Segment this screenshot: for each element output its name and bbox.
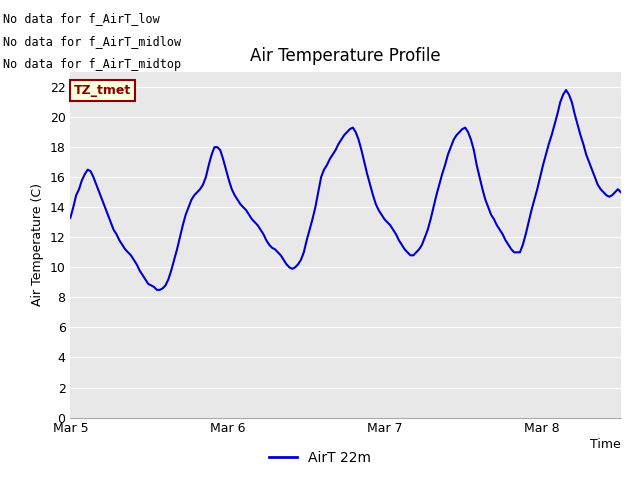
Text: No data for f_AirT_midtop: No data for f_AirT_midtop (3, 58, 181, 71)
Y-axis label: Air Temperature (C): Air Temperature (C) (31, 183, 44, 306)
Text: No data for f_AirT_low: No data for f_AirT_low (3, 12, 160, 25)
X-axis label: Time: Time (590, 438, 621, 451)
Title: Air Temperature Profile: Air Temperature Profile (250, 47, 441, 65)
Text: TZ_tmet: TZ_tmet (74, 84, 131, 97)
Text: No data for f_AirT_midlow: No data for f_AirT_midlow (3, 35, 181, 48)
Legend: AirT 22m: AirT 22m (264, 445, 376, 471)
